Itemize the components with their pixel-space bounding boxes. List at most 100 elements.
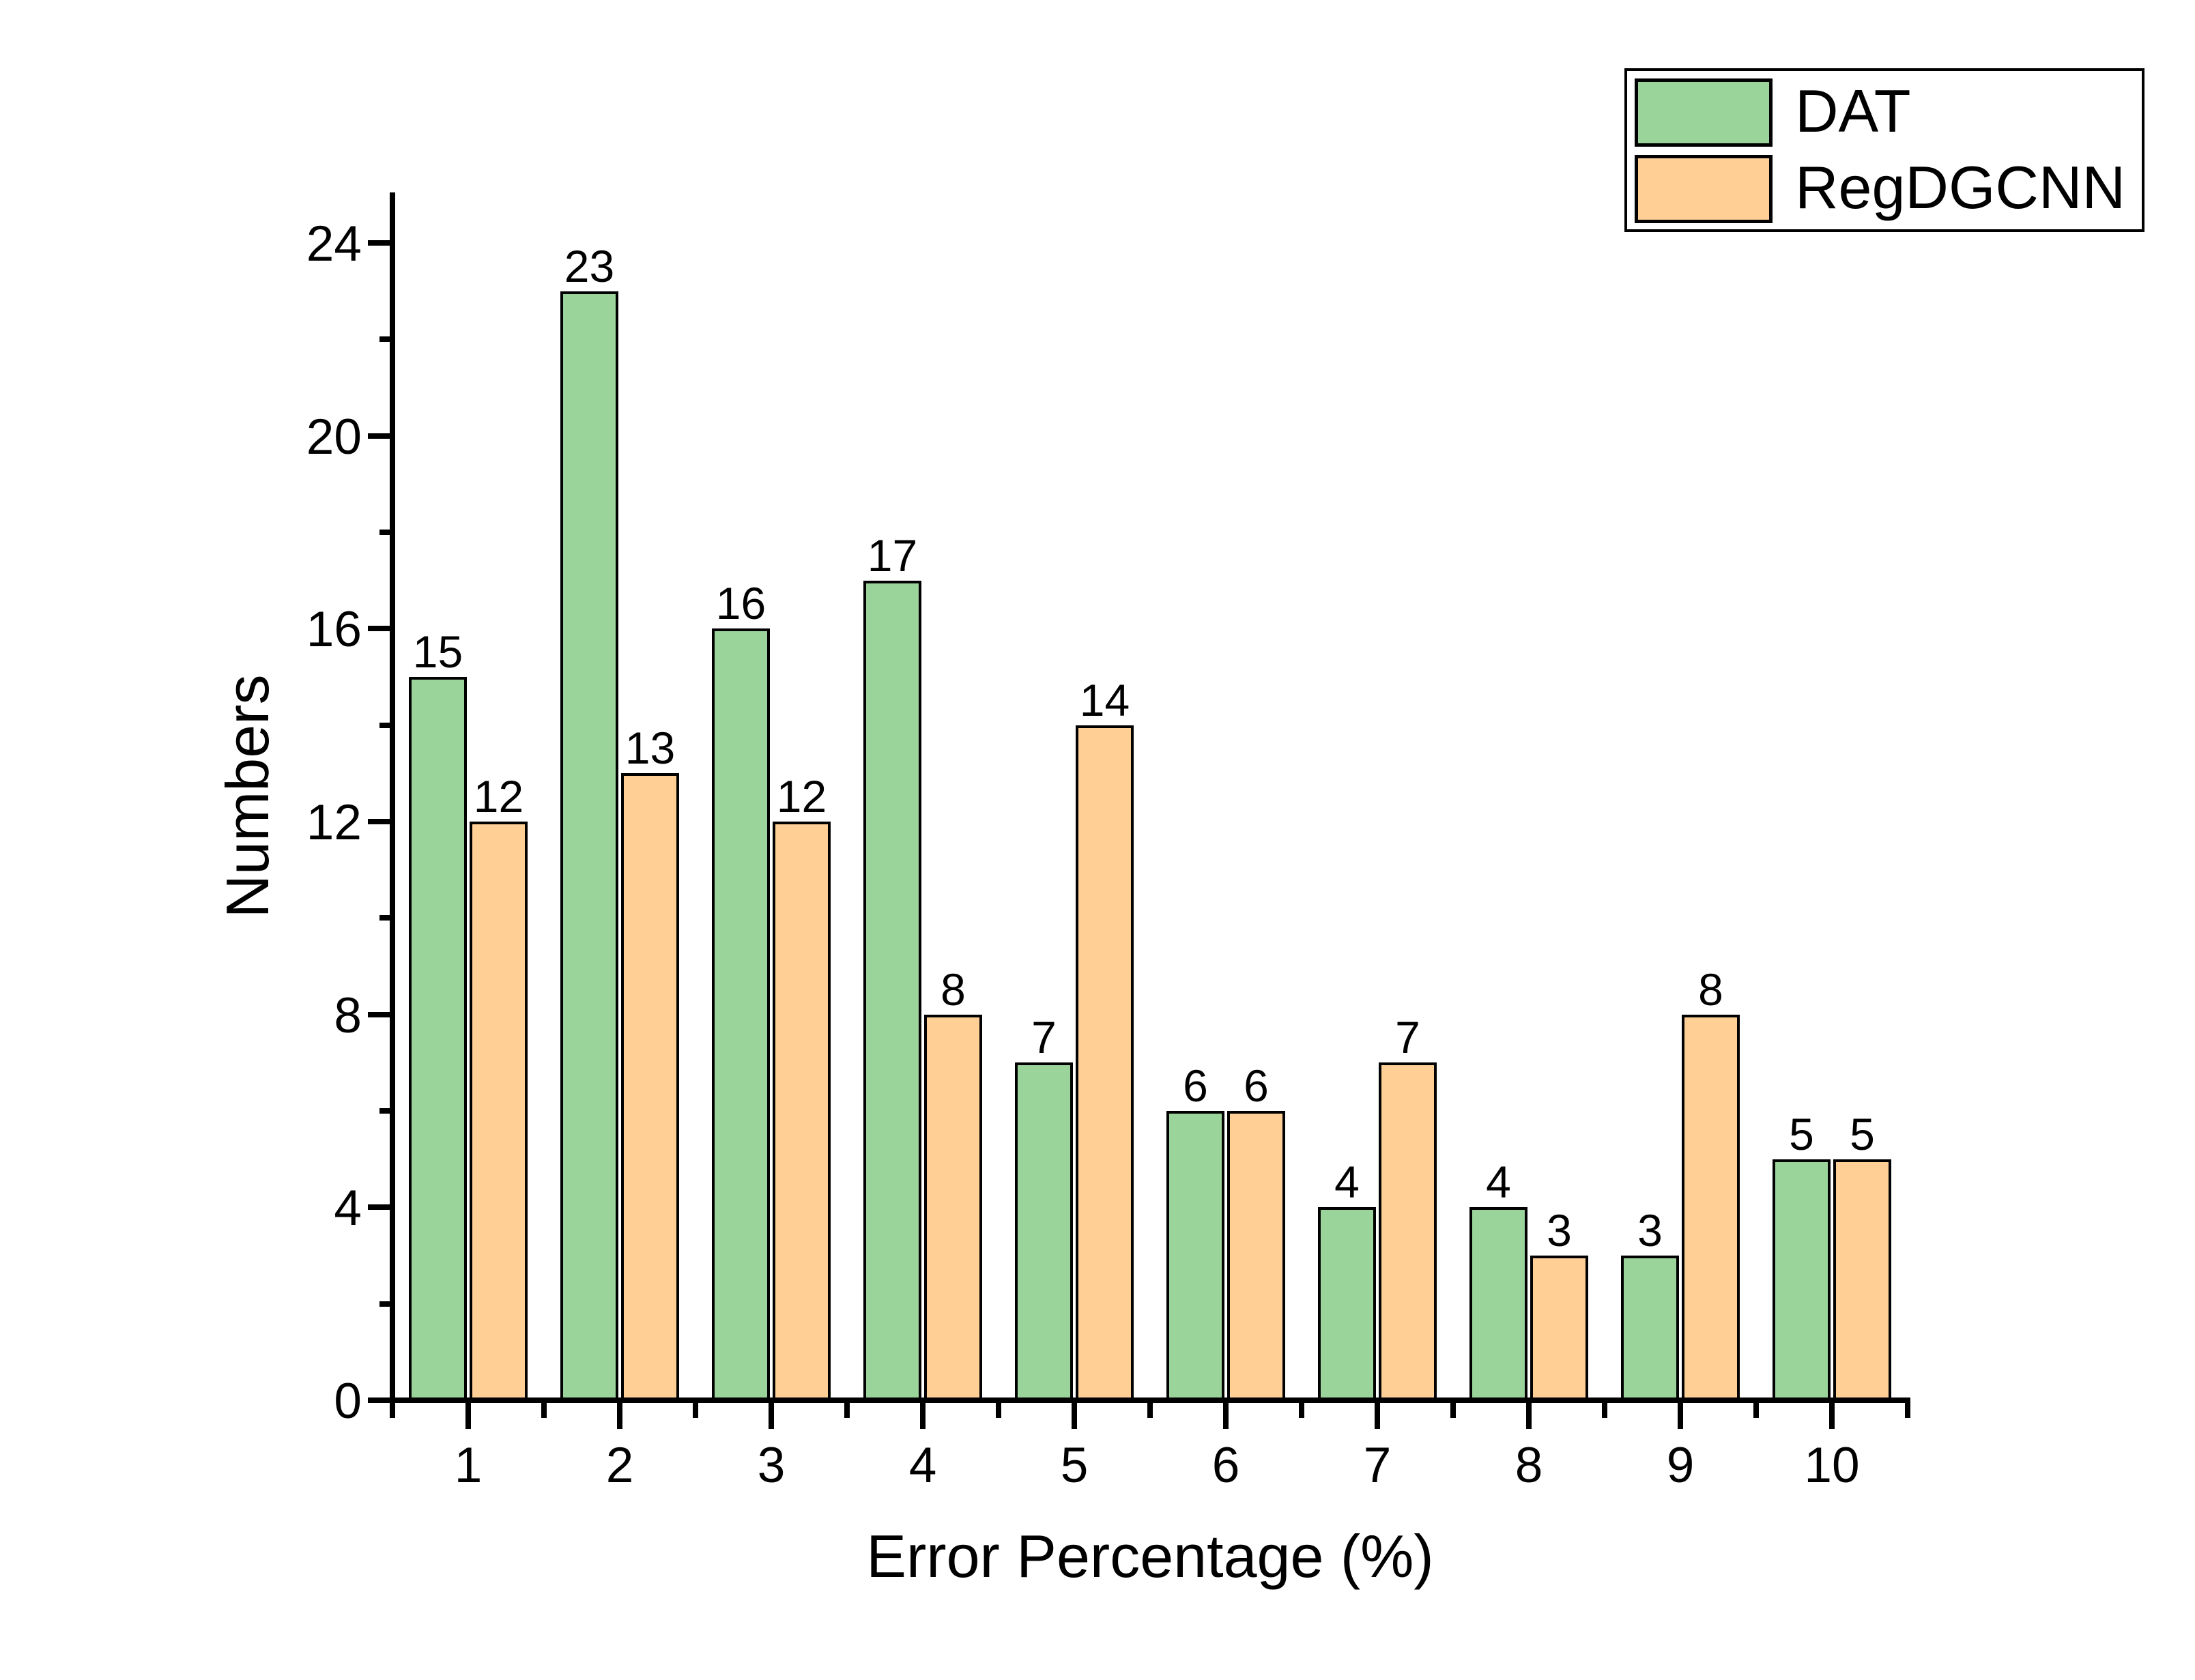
x-minor-tick-1 (541, 1403, 547, 1418)
y-minor-tick-10 (379, 915, 390, 921)
bar-dat-cat2 (560, 291, 618, 1400)
y-major-tick-0 (368, 1397, 390, 1403)
bar-dat-cat6 (1166, 1111, 1224, 1400)
x-major-tick-4 (920, 1403, 926, 1429)
legend-swatch-dat (1635, 78, 1773, 147)
y-major-tick-4 (368, 1204, 390, 1211)
x-axis-line (390, 1397, 1910, 1403)
y-major-tick-24 (368, 240, 390, 246)
x-tick-label-7: 7 (1363, 1438, 1392, 1493)
bar-dat-cat7 (1318, 1207, 1376, 1400)
x-major-tick-2 (617, 1403, 622, 1429)
bar-value-label-dat-cat1: 15 (412, 626, 463, 677)
legend: DAT RegDGCNN (1624, 68, 2144, 232)
y-minor-tick-18 (379, 530, 390, 535)
bar-regdgcnn-cat2 (621, 773, 679, 1400)
x-tick-label-4: 4 (908, 1438, 937, 1493)
y-axis-line (390, 192, 395, 1403)
x-major-tick-3 (769, 1403, 774, 1429)
x-major-tick-1 (465, 1403, 471, 1429)
x-tick-label-3: 3 (757, 1438, 786, 1493)
bar-value-label-dat-cat5: 7 (1031, 1012, 1057, 1063)
y-major-tick-20 (368, 433, 390, 439)
bar-value-label-regdgcnn-cat8: 3 (1547, 1205, 1572, 1256)
x-major-tick-8 (1526, 1403, 1532, 1429)
bar-dat-cat4 (863, 580, 921, 1400)
x-tick-label-5: 5 (1060, 1438, 1089, 1493)
x-major-tick-10 (1829, 1403, 1835, 1429)
bar-value-label-dat-cat9: 3 (1637, 1205, 1663, 1256)
bar-regdgcnn-cat5 (1076, 725, 1134, 1400)
legend-swatch-regdgcnn (1635, 155, 1773, 223)
y-tick-label-0: 0 (334, 1374, 362, 1429)
bar-value-label-dat-cat7: 4 (1334, 1157, 1360, 1208)
legend-label-dat: DAT (1795, 77, 1911, 145)
x-major-tick-6 (1223, 1403, 1229, 1429)
x-minor-tick-5 (1147, 1403, 1153, 1418)
y-minor-tick-14 (379, 722, 390, 728)
bar-value-label-regdgcnn-cat5: 14 (1079, 674, 1130, 725)
bar-dat-cat9 (1621, 1256, 1679, 1400)
x-tick-label-9: 9 (1666, 1438, 1695, 1493)
bar-regdgcnn-cat3 (773, 822, 831, 1400)
bar-value-label-dat-cat2: 23 (564, 240, 615, 291)
bar-value-label-dat-cat6: 6 (1183, 1060, 1208, 1111)
y-major-tick-8 (368, 1011, 390, 1017)
y-tick-label-24: 24 (306, 216, 362, 272)
bar-value-label-regdgcnn-cat10: 5 (1850, 1108, 1875, 1159)
bar-regdgcnn-cat4 (924, 1014, 982, 1400)
bar-value-label-regdgcnn-cat6: 6 (1244, 1060, 1269, 1111)
bar-dat-cat10 (1773, 1159, 1831, 1400)
bar-value-label-dat-cat8: 4 (1486, 1157, 1511, 1208)
x-minor-tick-3 (844, 1403, 850, 1418)
bar-value-label-dat-cat4: 17 (867, 530, 918, 581)
bar-regdgcnn-cat1 (470, 822, 528, 1400)
y-tick-label-12: 12 (306, 795, 362, 850)
bar-dat-cat3 (712, 628, 770, 1400)
x-minor-tick-7 (1450, 1403, 1456, 1418)
bar-value-label-regdgcnn-cat7: 7 (1395, 1012, 1420, 1063)
y-major-tick-16 (368, 626, 390, 632)
x-minor-tick-9 (1753, 1403, 1759, 1418)
x-major-tick-5 (1072, 1403, 1077, 1429)
bar-dat-cat1 (409, 677, 467, 1400)
x-tick-label-1: 1 (454, 1438, 483, 1493)
bar-value-label-regdgcnn-cat1: 12 (473, 771, 524, 822)
bar-value-label-dat-cat3: 16 (715, 578, 766, 629)
bar-dat-cat8 (1469, 1207, 1527, 1400)
bar-value-label-regdgcnn-cat4: 8 (941, 964, 966, 1015)
y-tick-label-16: 16 (306, 602, 362, 658)
bar-value-label-regdgcnn-cat2: 13 (625, 723, 676, 774)
x-tick-label-8: 8 (1515, 1438, 1543, 1493)
bar-value-label-regdgcnn-cat3: 12 (776, 771, 827, 822)
y-minor-tick-22 (379, 336, 390, 343)
x-minor-tick-0 (390, 1403, 395, 1418)
legend-label-regdgcnn: RegDGCNN (1795, 154, 2126, 221)
bar-regdgcnn-cat8 (1530, 1256, 1588, 1400)
x-major-tick-9 (1678, 1403, 1683, 1429)
bar-value-label-dat-cat10: 5 (1789, 1108, 1814, 1159)
x-minor-tick-2 (693, 1403, 698, 1418)
y-minor-tick-6 (379, 1108, 390, 1114)
x-minor-tick-6 (1299, 1403, 1304, 1418)
y-major-tick-12 (368, 819, 390, 824)
bar-regdgcnn-cat6 (1227, 1111, 1285, 1400)
x-minor-tick-8 (1602, 1403, 1607, 1418)
y-axis-title: Numbers (214, 674, 281, 918)
bar-dat-cat5 (1015, 1062, 1073, 1400)
x-axis-title: Error Percentage (%) (866, 1522, 1434, 1590)
bar-value-label-regdgcnn-cat9: 8 (1698, 964, 1723, 1015)
bar-regdgcnn-cat10 (1833, 1159, 1891, 1400)
bar-regdgcnn-cat7 (1379, 1062, 1437, 1400)
x-tick-label-6: 6 (1211, 1438, 1240, 1493)
bar-regdgcnn-cat9 (1682, 1014, 1740, 1400)
x-tick-label-2: 2 (605, 1438, 634, 1493)
y-tick-label-4: 4 (334, 1181, 362, 1236)
x-tick-label-10: 10 (1804, 1438, 1860, 1493)
x-minor-tick-10 (1905, 1403, 1910, 1418)
y-tick-label-8: 8 (334, 987, 362, 1043)
y-minor-tick-2 (379, 1301, 390, 1307)
y-tick-label-20: 20 (306, 409, 362, 465)
x-minor-tick-4 (996, 1403, 1001, 1418)
